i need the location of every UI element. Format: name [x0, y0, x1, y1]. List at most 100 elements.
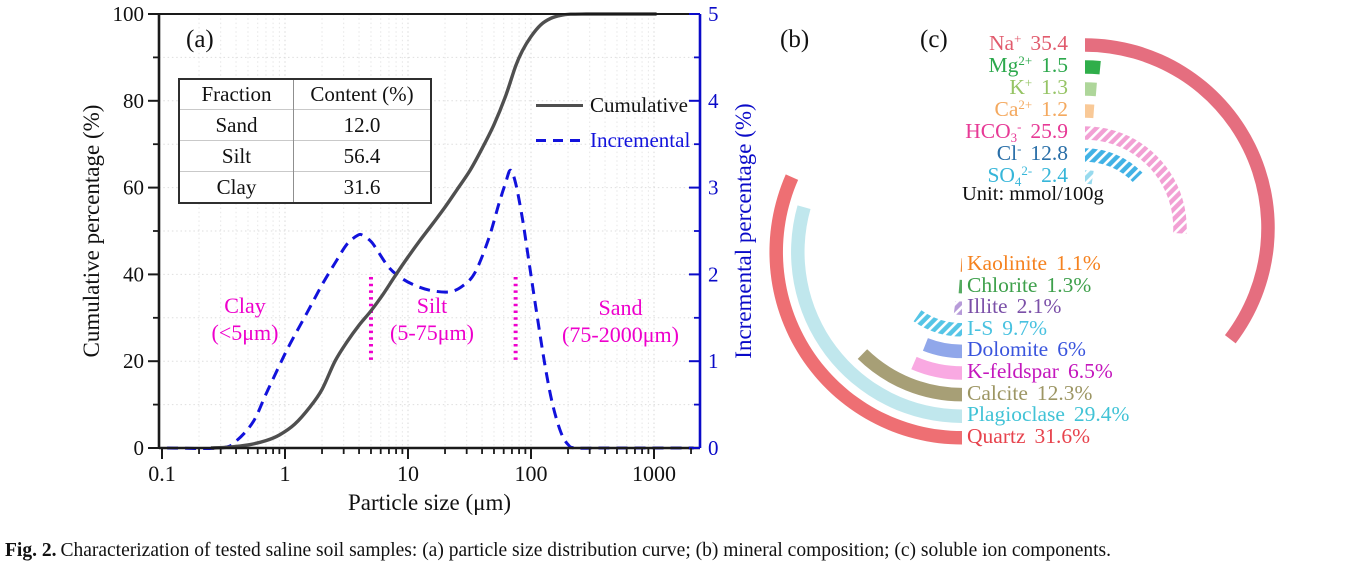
ion-arc [1085, 126, 1187, 234]
ion-value: 1.2 [1041, 97, 1068, 121]
svg-text:3: 3 [708, 176, 719, 200]
mineral-name: K-feldspar [967, 359, 1059, 383]
mineral-name: Plagioclase [967, 402, 1065, 427]
mineral-label-row: I-S 9.7% [967, 316, 1047, 341]
legend-item-incremental: Incremental [536, 128, 690, 153]
ion-label-row: Ca2+ 1.2 [995, 97, 1068, 122]
fraction-boundary-lines [368, 277, 518, 361]
mineral-label-row: Chlorite 1.3% [967, 273, 1091, 298]
mineral-label-row: Dolomite 6% [967, 337, 1086, 362]
table-row: Clay 31.6 [179, 171, 431, 203]
ion-arc [1085, 104, 1095, 119]
mineral-label-row: Illite 2.1% [967, 294, 1061, 319]
mineral-label-row: Calcite 12.3% [967, 381, 1092, 406]
svg-text:5: 5 [708, 2, 719, 26]
cell-content: 12.0 [293, 109, 431, 141]
caption-figure-number: Fig. 2. [5, 540, 57, 561]
svg-text:4: 4 [708, 89, 719, 113]
ion-arc [1085, 82, 1097, 97]
ion-label-row: Cl- 12.8 [997, 141, 1068, 166]
table-row: Silt 56.4 [179, 140, 431, 172]
ion-formula: Ca2+ [994, 97, 1033, 121]
fraction-content-table: Fraction Content (%) Sand 12.0 Silt 56.4… [178, 78, 432, 204]
ion-label-row: SO42- 2.4 [987, 163, 1068, 190]
ion-value: 2.4 [1041, 163, 1068, 187]
legend-label-incremental: Incremental [590, 128, 691, 152]
region-name: Silt [416, 293, 448, 318]
left-y-axis-title: Cumulative percentage (%) [79, 105, 104, 358]
ion-value: 1.5 [1041, 53, 1068, 77]
ion-formula: HCO3- [965, 119, 1022, 145]
ion-arc-chart [1085, 38, 1275, 344]
mineral-arc [911, 356, 962, 380]
mineral-label-row: Kaolinite 1.1% [967, 251, 1101, 276]
mineral-name: Illite [967, 294, 1008, 319]
legend-item-cumulative: Cumulative [536, 93, 688, 118]
ion-arc [1085, 170, 1094, 185]
header-fraction: Fraction [179, 78, 294, 110]
region-label-sand: Sand (75-2000μm) [538, 294, 703, 348]
mineral-arc-chart [769, 174, 962, 445]
svg-text:20: 20 [123, 349, 144, 373]
ion-arc [1085, 148, 1143, 183]
mineral-label-row: Quartz 31.6% [967, 424, 1090, 449]
region-label-silt: Silt (5-75μm) [357, 292, 507, 346]
ion-arc [1085, 38, 1275, 344]
incremental-curve [167, 168, 694, 451]
mineral-arc [953, 301, 962, 315]
svg-text:1: 1 [708, 349, 719, 373]
ion-label-row: HCO3- 25.9 [965, 119, 1068, 146]
ion-arc [1085, 60, 1101, 75]
mineral-value: 12.3% [1036, 380, 1093, 405]
mineral-arc [960, 258, 962, 272]
ion-formula: K+ [1009, 75, 1033, 99]
mineral-name: Dolomite [967, 337, 1049, 362]
mineral-arc [958, 279, 962, 294]
header-content: Content (%) [293, 78, 431, 110]
x-axis-title: Particle size (μm) [348, 490, 511, 515]
mineral-name: Calcite [967, 380, 1028, 405]
mineral-name: Chlorite [967, 272, 1038, 297]
svg-text:100: 100 [113, 2, 145, 26]
panel-b-label: (b) [780, 26, 810, 53]
svg-text:100: 100 [515, 461, 548, 486]
ion-value: 25.9 [1030, 119, 1068, 143]
ion-value: 12.8 [1030, 141, 1068, 165]
incremental-line-sample [536, 138, 583, 143]
mineral-name: Kaolinite [967, 251, 1048, 275]
svg-text:80: 80 [123, 89, 144, 113]
ion-value: 35.4 [1030, 31, 1068, 55]
ion-label-row: K+ 1.3 [1009, 75, 1068, 100]
region-name: Sand [598, 295, 643, 320]
left-axis-ticks: 0 20 40 60 80 100 [113, 2, 159, 460]
mineral-value: 2.1% [1016, 294, 1062, 319]
region-label-clay: Clay (<5μm) [170, 292, 320, 346]
cell-fraction: Sand [179, 109, 294, 141]
cell-fraction: Silt [179, 140, 294, 172]
mineral-arc [857, 349, 962, 402]
svg-text:1: 1 [280, 461, 291, 486]
cell-fraction: Clay [179, 171, 294, 203]
x-axis-ticks: 0.1 1 10 100 1000 [148, 448, 692, 486]
ion-value: 1.3 [1041, 75, 1068, 99]
mineral-value: 6% [1057, 337, 1086, 362]
ion-formula: Cl- [996, 141, 1022, 165]
panel-c-label: (c) [920, 26, 948, 53]
table-header-row: Fraction Content (%) [179, 78, 431, 110]
svg-text:40: 40 [123, 262, 144, 286]
region-name: Clay [224, 293, 266, 318]
svg-text:0: 0 [708, 436, 719, 460]
mineral-value: 6.5% [1067, 359, 1113, 383]
mineral-value: 9.7% [1002, 315, 1048, 340]
mineral-name: Quartz [967, 423, 1026, 448]
table-row: Sand 12.0 [179, 109, 431, 141]
region-range: (75-2000μm) [562, 322, 679, 347]
mineral-label-row: Plagioclase 29.4% [967, 402, 1129, 427]
ion-formula: Mg2+ [988, 53, 1033, 77]
region-range: (<5μm) [211, 320, 279, 345]
figure-caption: Fig. 2. Characterization of tested saline… [5, 540, 1357, 562]
svg-text:10: 10 [397, 461, 419, 486]
